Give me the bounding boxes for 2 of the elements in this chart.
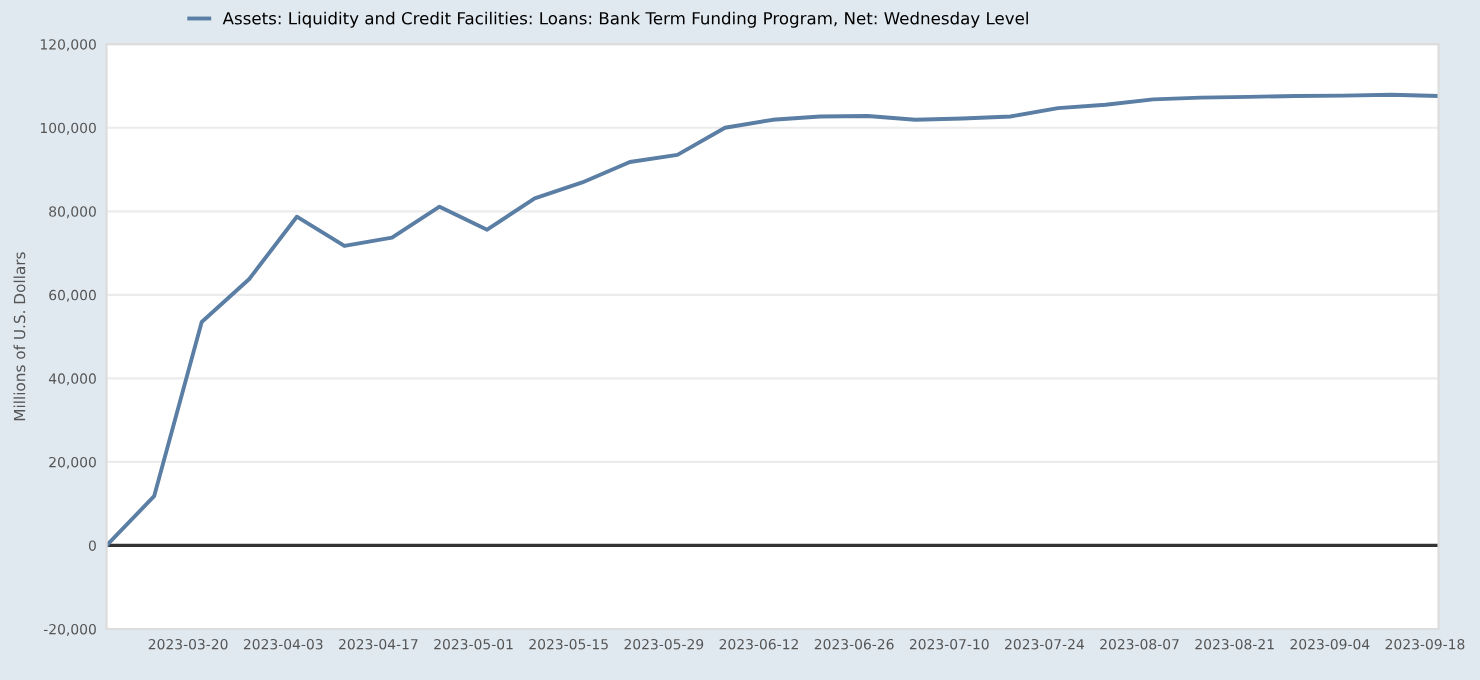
line-series xyxy=(106,92,1439,548)
legend-label: Assets: Liquidity and Credit Facilities: Loans: Bank Term Funding Program, Net: Wednesday Level xyxy=(222,11,1028,28)
